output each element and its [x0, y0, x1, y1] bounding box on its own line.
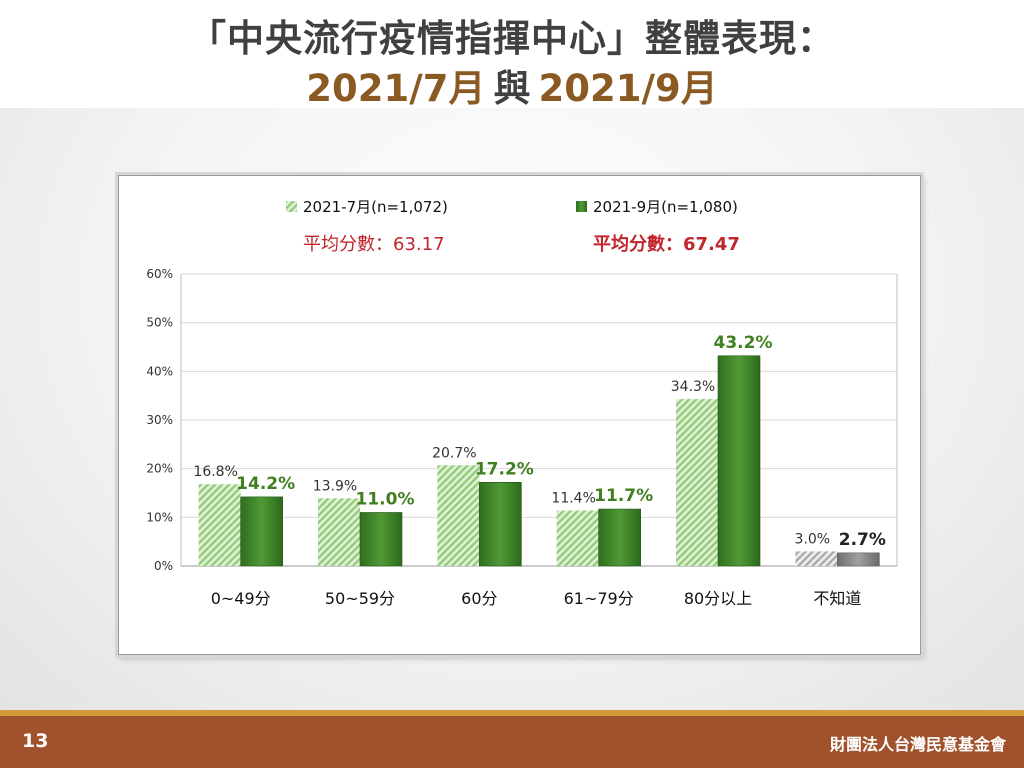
- y-tick-label: 30%: [146, 413, 173, 427]
- average-series-1: 平均分數：63.17: [303, 234, 445, 255]
- bar-series-2: [837, 552, 880, 567]
- x-category-label: 50~59分: [325, 589, 395, 608]
- data-label-series-2: 14.2%: [236, 474, 295, 494]
- y-tick-label: 50%: [146, 316, 173, 330]
- bar-series-2: [240, 496, 283, 567]
- bar-series-1: [318, 498, 360, 566]
- bar-series-1: [676, 399, 718, 566]
- legend-label-series-1: 2021-7月(n=1,072): [303, 198, 448, 216]
- footer-accent-stripe: [0, 710, 1024, 716]
- data-label-series-2: 2.7%: [839, 530, 886, 550]
- x-category-label: 80分以上: [684, 589, 752, 608]
- bar-series-2: [359, 512, 403, 567]
- bar-series-1: [556, 510, 599, 566]
- organization-name: 財團法人台灣民意基金會: [829, 735, 1006, 754]
- bar-series-1: [198, 484, 241, 566]
- data-label-series-2: 11.0%: [356, 489, 415, 509]
- data-label-series-1: 20.7%: [432, 445, 476, 461]
- legend-label-series-2: 2021-9月(n=1,080): [593, 198, 738, 216]
- bar-series-2: [479, 481, 522, 567]
- title-area: 「中央流行疫情指揮中心」整體表現： 2021/7月與 2021/9月: [0, 0, 1024, 110]
- data-label-series-2: 11.7%: [594, 486, 653, 506]
- subtitle-period-1: 2021/7月: [306, 67, 486, 110]
- page-number: 13: [22, 730, 49, 752]
- bar-chart: 2021-7月(n=1,072) 2021-9月(n=1,080) 平均分數：6…: [146, 198, 898, 608]
- x-category-label: 不知道: [813, 589, 861, 608]
- data-label-series-2: 43.2%: [714, 333, 773, 353]
- data-label-series-1: 13.9%: [313, 478, 357, 494]
- slide-title: 「中央流行疫情指揮中心」整體表現：: [189, 17, 835, 60]
- subtitle-period-2: 2021/9月: [538, 67, 718, 110]
- average-series-2: 平均分數：67.47: [593, 233, 740, 255]
- y-tick-label: 10%: [146, 510, 173, 524]
- y-tick-label: 20%: [146, 462, 173, 476]
- bar-series-2: [598, 508, 641, 567]
- y-tick-label: 60%: [146, 267, 173, 281]
- legend-swatch-series-1: [286, 201, 297, 212]
- chart-frame: 2021-7月(n=1,072) 2021-9月(n=1,080) 平均分數：6…: [118, 175, 921, 655]
- y-tick-label: 0%: [154, 559, 173, 573]
- data-label-series-1: 34.3%: [671, 379, 715, 395]
- data-label-series-2: 17.2%: [475, 459, 534, 479]
- y-tick-label: 40%: [146, 364, 173, 378]
- x-category-label: 61~79分: [564, 589, 634, 608]
- data-label-series-1: 11.4%: [551, 491, 595, 507]
- x-category-label: 60分: [461, 589, 497, 608]
- data-label-series-1: 16.8%: [193, 464, 237, 480]
- subtitle-connector: 與: [493, 67, 531, 110]
- bar-series-1: [795, 551, 838, 566]
- slide-subtitle: 2021/7月與 2021/9月: [0, 58, 1024, 112]
- bar-series-1: [437, 465, 480, 566]
- footer-bar: 13 財團法人台灣民意基金會: [0, 716, 1024, 768]
- bar-series-2: [717, 355, 761, 567]
- legend-swatch-series-2: [576, 201, 587, 212]
- x-category-label: 0~49分: [211, 589, 271, 608]
- data-label-series-1: 3.0%: [795, 531, 831, 547]
